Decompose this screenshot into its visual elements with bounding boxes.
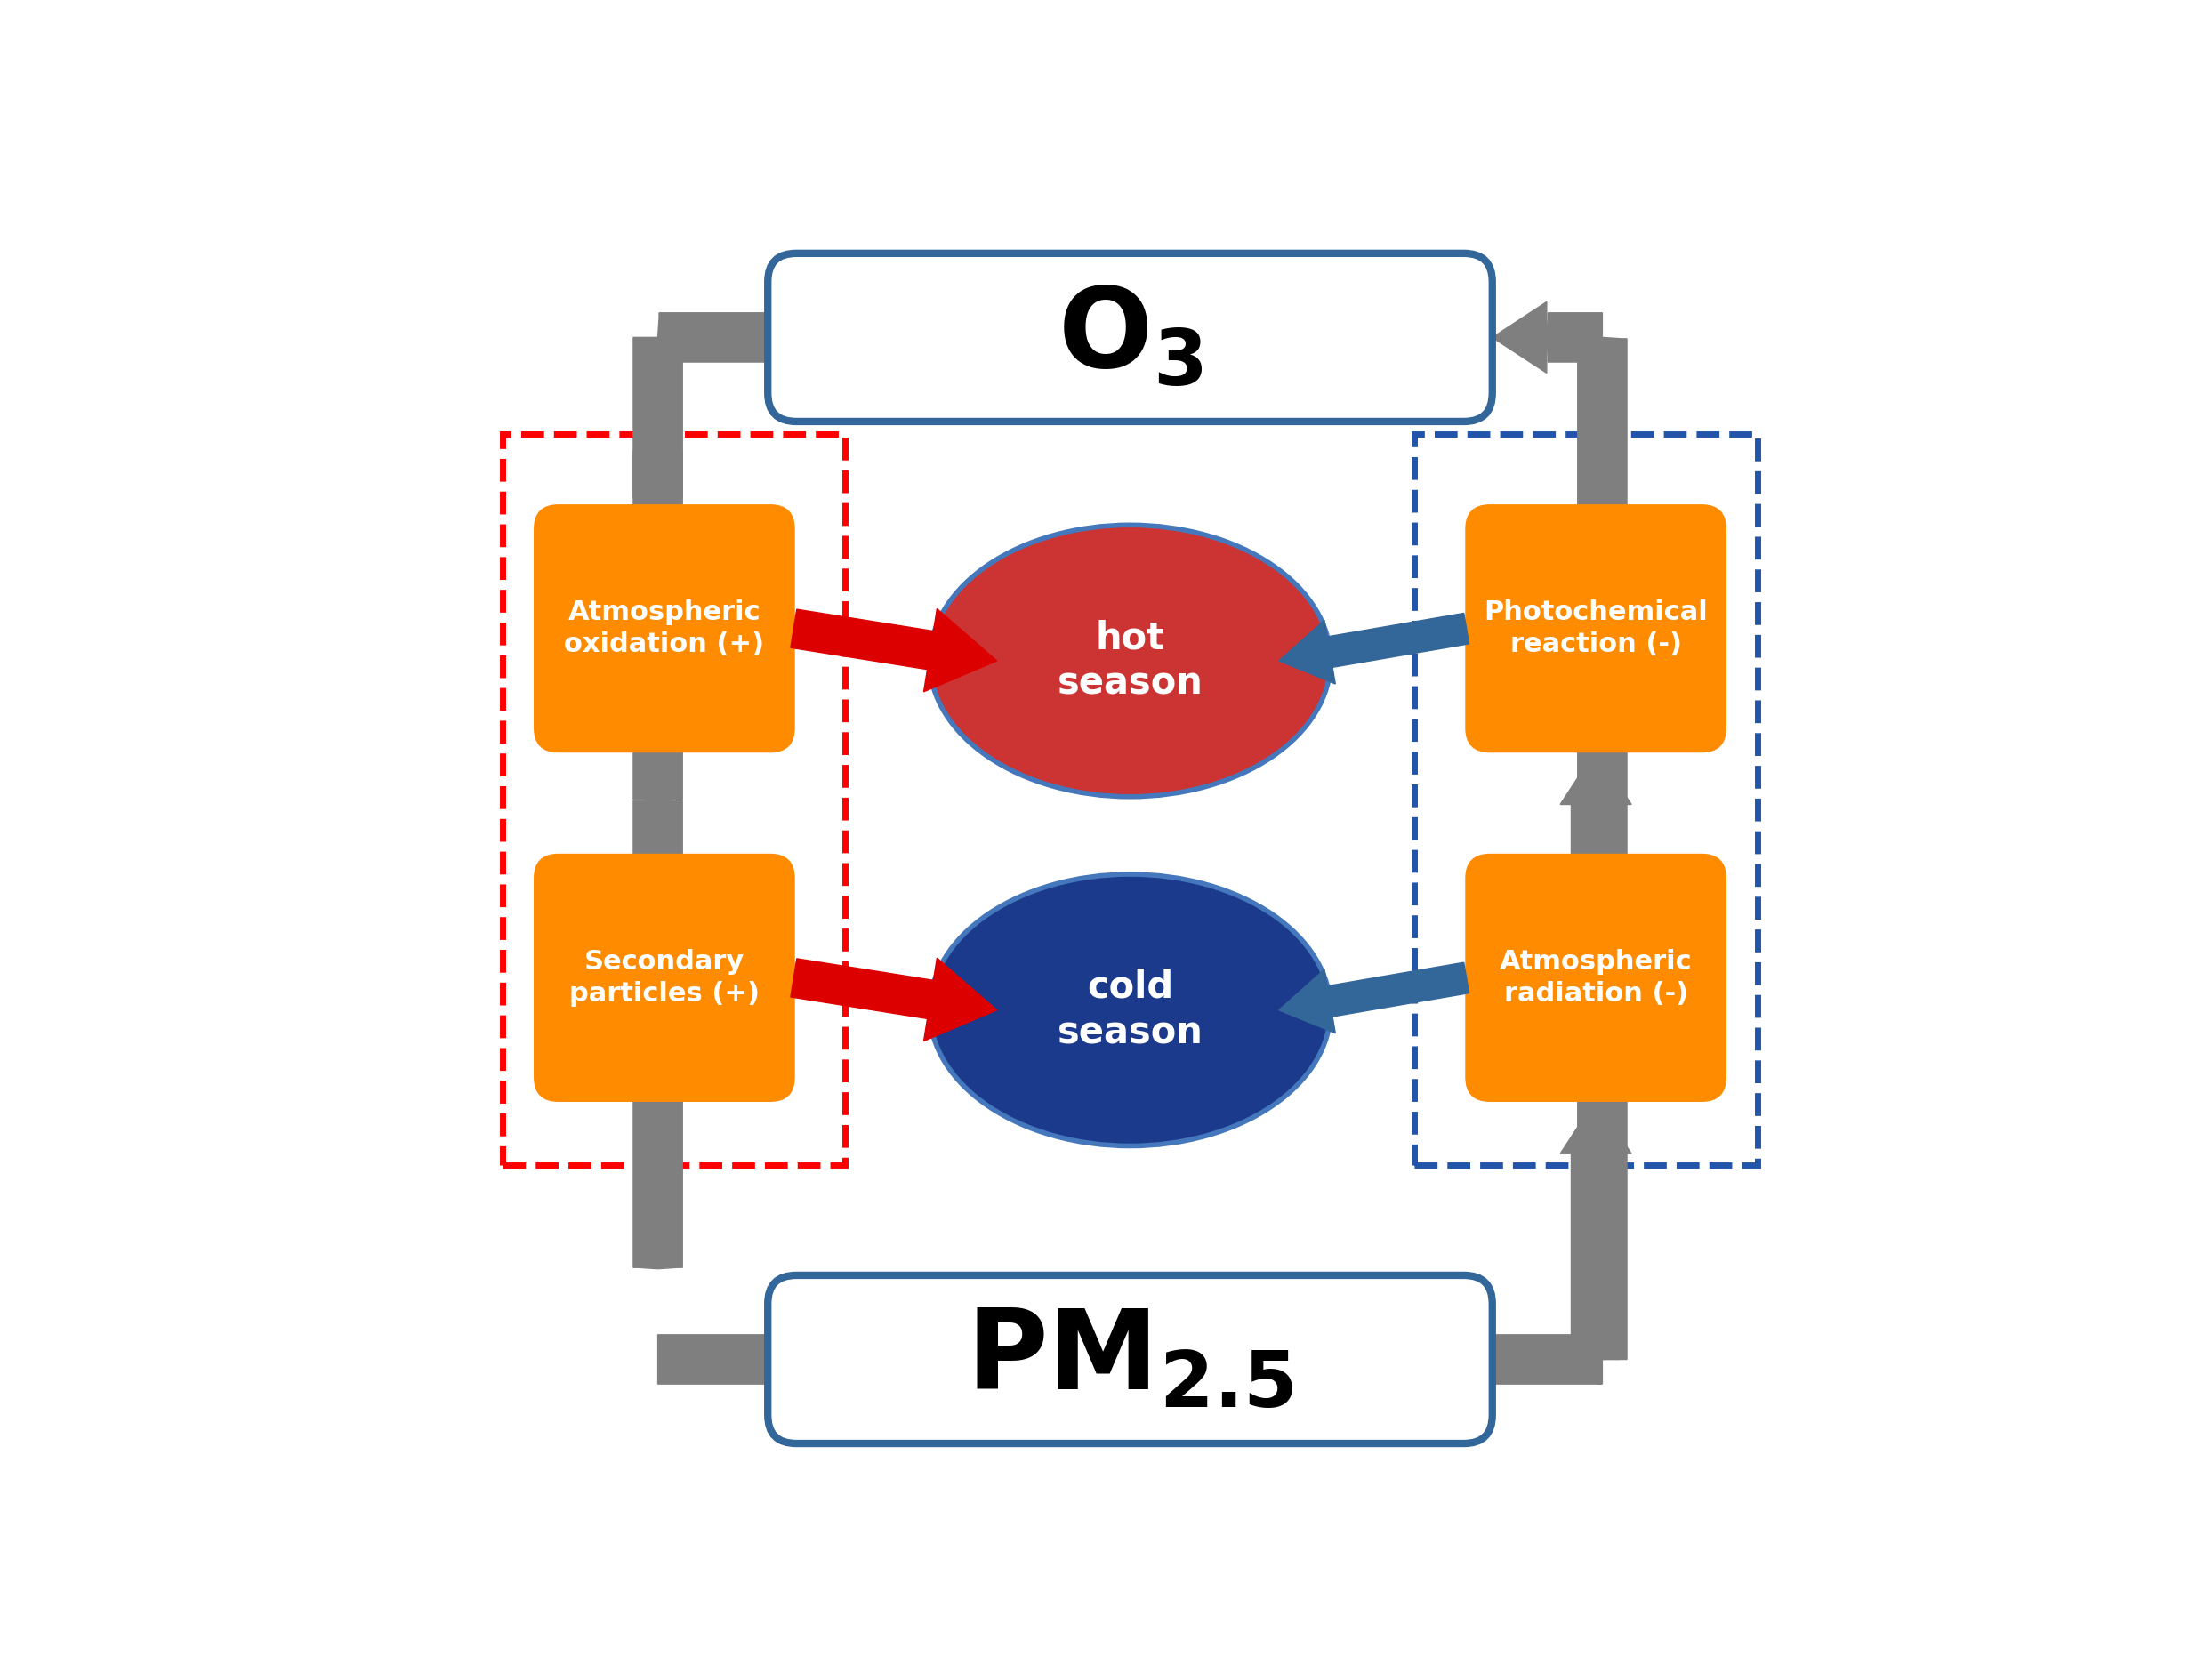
FancyArrow shape — [1596, 1336, 1603, 1384]
FancyArrow shape — [622, 452, 692, 628]
Bar — [503, 435, 845, 1166]
FancyBboxPatch shape — [767, 1275, 1493, 1443]
FancyArrow shape — [633, 1100, 681, 1268]
Bar — [1416, 435, 1757, 1166]
FancyBboxPatch shape — [1466, 855, 1724, 1100]
Text: Secondary
particles (+): Secondary particles (+) — [569, 949, 759, 1006]
FancyBboxPatch shape — [536, 855, 794, 1100]
FancyArrow shape — [1493, 1336, 1603, 1384]
FancyArrow shape — [633, 338, 681, 499]
Text: Atmospheric
radiation (-): Atmospheric radiation (-) — [1499, 949, 1691, 1006]
Text: $\mathbf{O_3}$: $\mathbf{O_3}$ — [1058, 284, 1202, 391]
Text: hot
season: hot season — [1056, 618, 1204, 702]
Ellipse shape — [931, 874, 1330, 1146]
FancyArrow shape — [1596, 480, 1603, 531]
FancyBboxPatch shape — [1466, 506, 1724, 751]
FancyArrow shape — [767, 1324, 822, 1394]
FancyArrow shape — [1579, 338, 1627, 1359]
FancyArrow shape — [1561, 749, 1632, 855]
Ellipse shape — [931, 524, 1330, 796]
Text: $\mathbf{PM_{2.5}}$: $\mathbf{PM_{2.5}}$ — [966, 1305, 1294, 1413]
FancyArrow shape — [1493, 302, 1546, 373]
FancyArrow shape — [657, 312, 767, 361]
FancyArrow shape — [1279, 613, 1469, 684]
FancyArrow shape — [1561, 1099, 1632, 1359]
FancyArrow shape — [657, 1336, 822, 1384]
FancyArrow shape — [1279, 963, 1469, 1033]
FancyArrow shape — [1546, 312, 1603, 361]
Text: Atmospheric
oxidation (+): Atmospheric oxidation (+) — [564, 600, 765, 657]
FancyArrow shape — [622, 801, 692, 978]
FancyArrow shape — [792, 608, 997, 692]
Text: cold
season: cold season — [1056, 968, 1204, 1052]
FancyArrow shape — [633, 751, 681, 801]
FancyBboxPatch shape — [767, 254, 1493, 422]
FancyBboxPatch shape — [536, 506, 794, 751]
FancyArrow shape — [792, 958, 997, 1042]
Text: Photochemical
reaction (-): Photochemical reaction (-) — [1484, 600, 1709, 657]
